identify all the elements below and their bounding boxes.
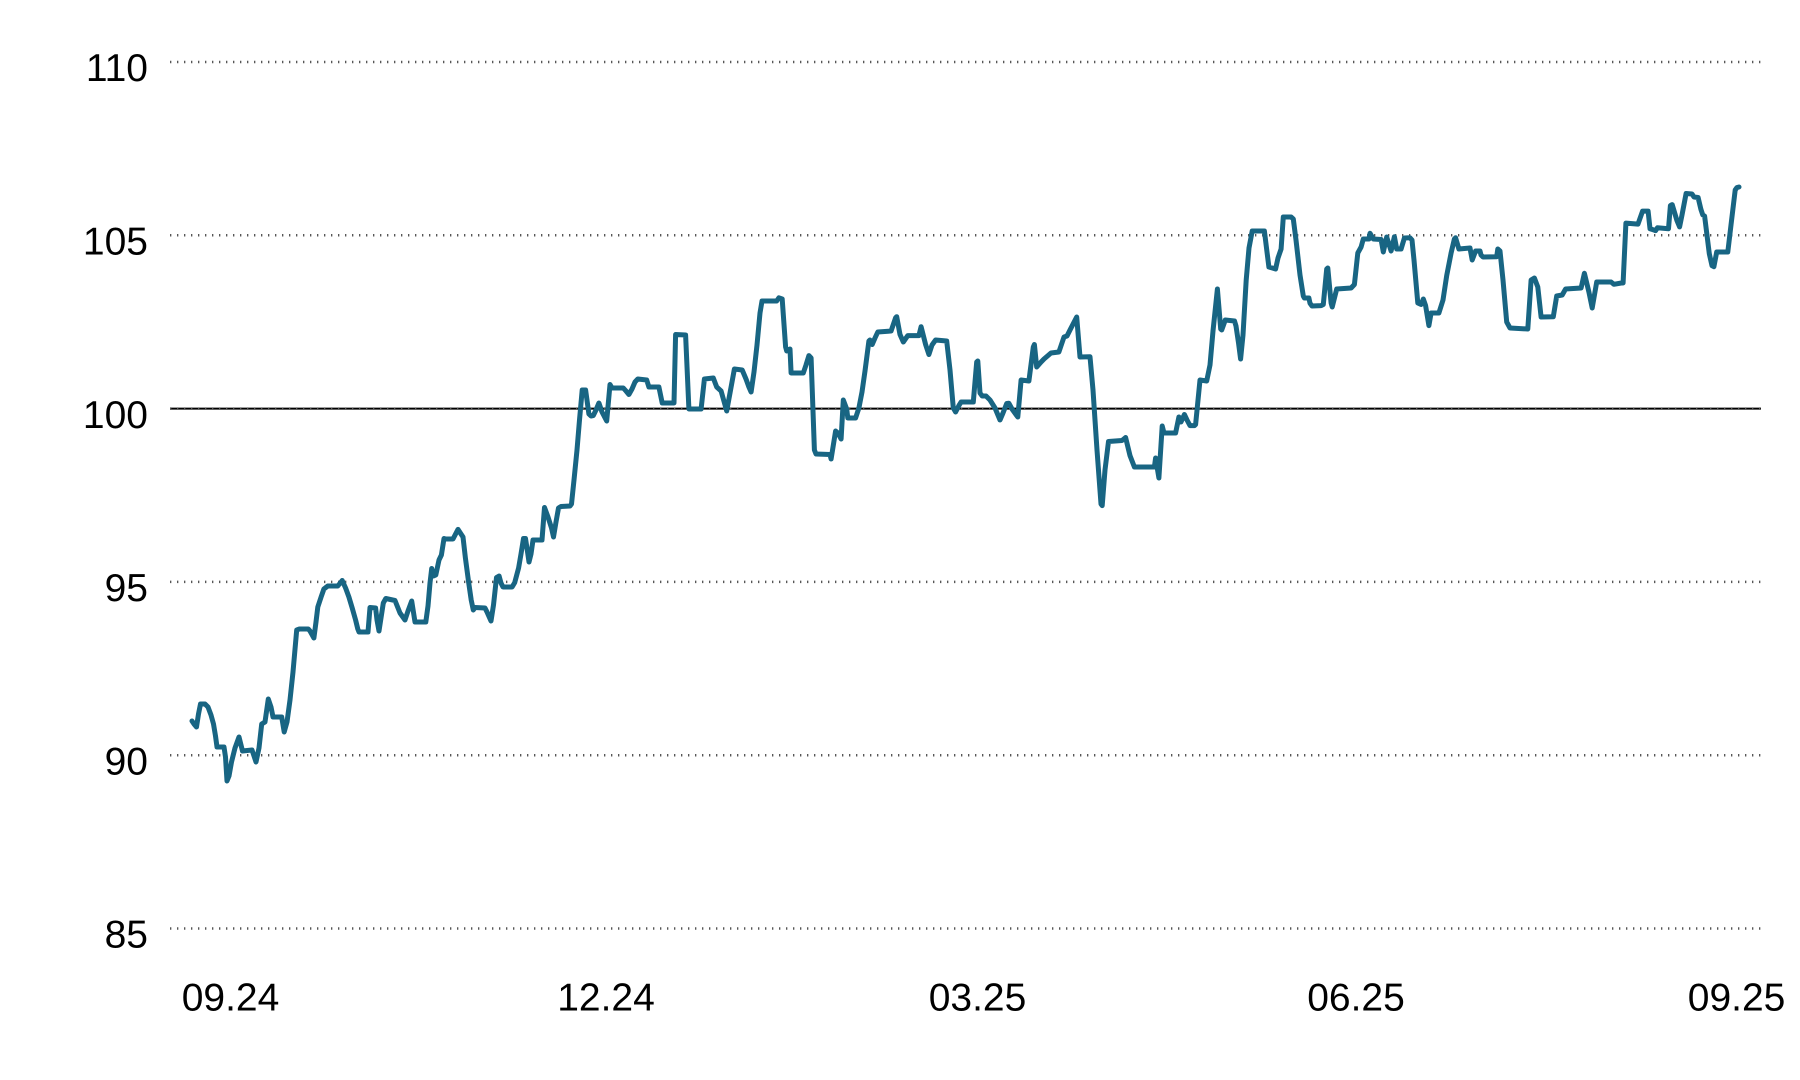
svg-text:110: 110 [86, 47, 148, 90]
svg-text:09.24: 09.24 [182, 977, 280, 1020]
svg-text:12.24: 12.24 [557, 977, 655, 1020]
svg-text:85: 85 [105, 914, 148, 957]
svg-text:105: 105 [83, 221, 148, 264]
svg-text:95: 95 [105, 567, 148, 610]
svg-text:90: 90 [105, 740, 148, 783]
svg-text:09.25: 09.25 [1688, 977, 1786, 1020]
svg-text:06.25: 06.25 [1307, 977, 1405, 1020]
svg-text:03.25: 03.25 [929, 977, 1027, 1020]
svg-text:100: 100 [83, 394, 148, 437]
